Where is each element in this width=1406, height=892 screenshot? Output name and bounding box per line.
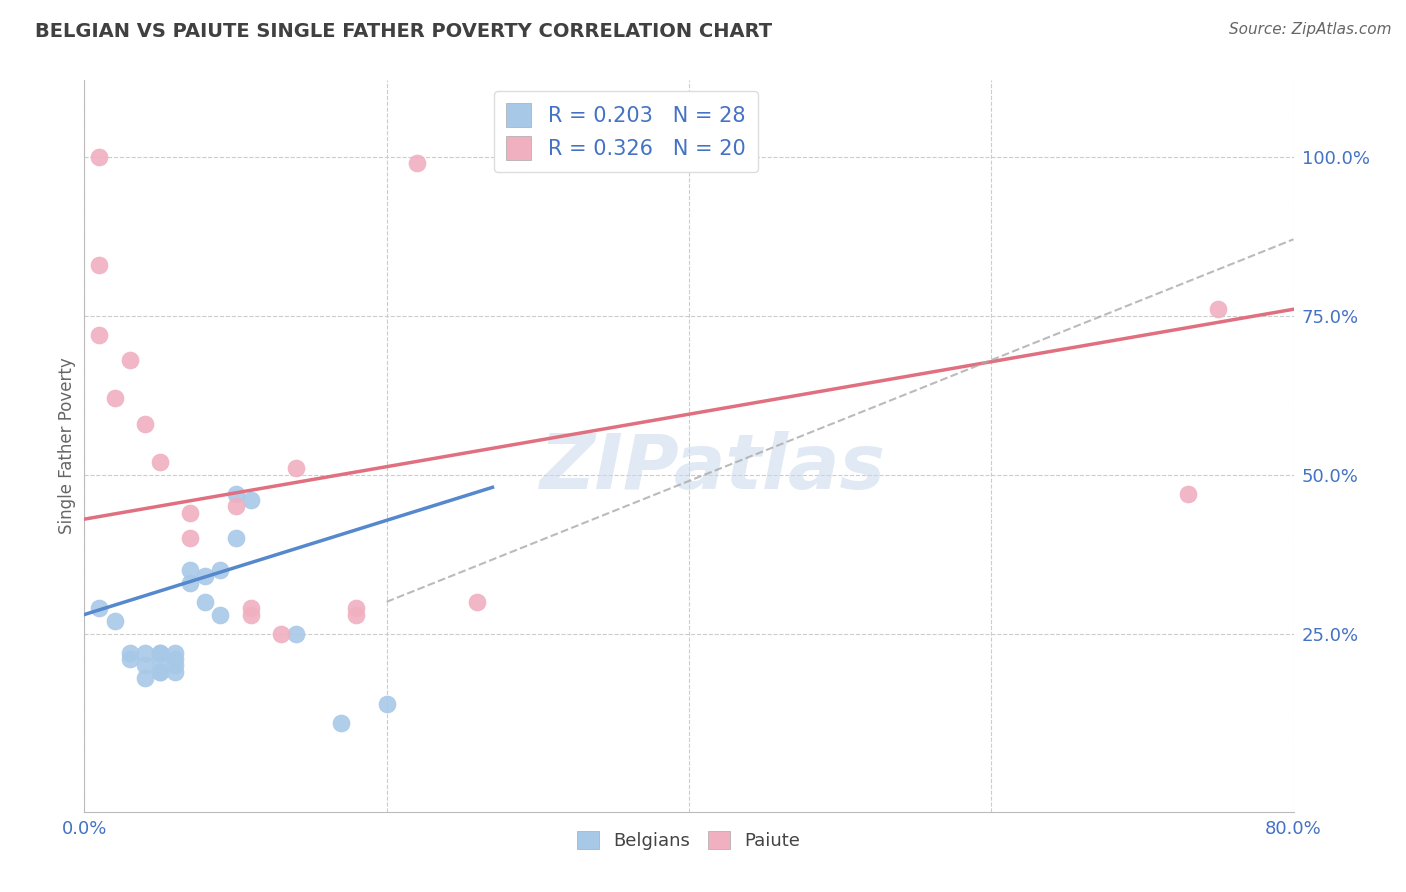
- Legend: Belgians, Paiute: Belgians, Paiute: [571, 823, 807, 857]
- Point: [225, 531, 247, 545]
- Point: [1177, 486, 1199, 500]
- Point: [225, 500, 247, 514]
- Point: [165, 665, 187, 679]
- Text: ZIPatlas: ZIPatlas: [540, 431, 886, 505]
- Point: [270, 626, 292, 640]
- Text: Source: ZipAtlas.com: Source: ZipAtlas.com: [1229, 22, 1392, 37]
- Point: [239, 493, 262, 508]
- Point: [375, 697, 398, 711]
- Point: [406, 156, 429, 170]
- Point: [165, 658, 187, 673]
- Point: [149, 652, 172, 666]
- Point: [194, 595, 217, 609]
- Point: [285, 626, 308, 640]
- Point: [149, 455, 172, 469]
- Point: [285, 461, 308, 475]
- Point: [179, 575, 201, 590]
- Point: [330, 715, 353, 730]
- Point: [239, 607, 262, 622]
- Point: [467, 595, 489, 609]
- Point: [149, 665, 172, 679]
- Point: [165, 646, 187, 660]
- Point: [118, 646, 141, 660]
- Point: [134, 671, 156, 685]
- Point: [209, 607, 232, 622]
- Point: [165, 652, 187, 666]
- Y-axis label: Single Father Poverty: Single Father Poverty: [58, 358, 76, 534]
- Point: [89, 150, 111, 164]
- Point: [104, 614, 127, 628]
- Point: [134, 658, 156, 673]
- Point: [89, 258, 111, 272]
- Point: [194, 569, 217, 583]
- Point: [134, 417, 156, 431]
- Point: [149, 665, 172, 679]
- Point: [118, 652, 141, 666]
- Point: [89, 601, 111, 615]
- Point: [225, 486, 247, 500]
- Point: [149, 646, 172, 660]
- Point: [134, 646, 156, 660]
- Point: [1206, 302, 1229, 317]
- Point: [179, 531, 201, 545]
- Point: [346, 607, 368, 622]
- Point: [179, 506, 201, 520]
- Point: [118, 353, 141, 368]
- Point: [89, 327, 111, 342]
- Point: [346, 601, 368, 615]
- Point: [104, 392, 127, 406]
- Point: [239, 601, 262, 615]
- Point: [149, 646, 172, 660]
- Text: BELGIAN VS PAIUTE SINGLE FATHER POVERTY CORRELATION CHART: BELGIAN VS PAIUTE SINGLE FATHER POVERTY …: [35, 22, 772, 41]
- Point: [179, 563, 201, 577]
- Point: [209, 563, 232, 577]
